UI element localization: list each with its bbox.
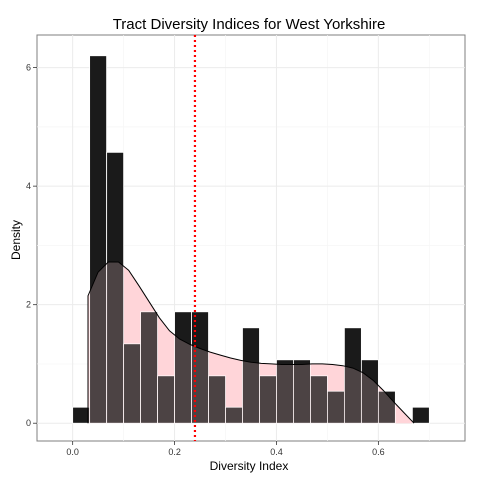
x-tick-label: 0.2 (168, 447, 181, 457)
density-line (87, 261, 415, 424)
histogram-bar (140, 311, 158, 424)
x-tick-label: 0.0 (66, 447, 79, 457)
chart-title: Tract Diversity Indices for West Yorkshi… (113, 16, 386, 33)
x-tick-label: 0.6 (372, 447, 385, 457)
y-axis-ticks: 0 2 4 6 (26, 63, 37, 428)
histogram-bars (72, 55, 430, 424)
histogram-bar (208, 375, 226, 424)
histogram-bar (411, 406, 430, 424)
histogram-bar (72, 406, 91, 424)
y-tick-label: 0 (26, 418, 31, 428)
x-tick-label: 0.4 (270, 447, 283, 457)
y-tick-label: 6 (26, 63, 31, 73)
x-axis-label: Diversity Index (210, 459, 289, 473)
histogram-bar (106, 151, 125, 424)
y-tick-label: 4 (26, 181, 31, 191)
y-tick-label: 2 (26, 300, 31, 310)
density-area-overlay (88, 262, 414, 424)
y-axis-label: Density (9, 220, 23, 260)
x-axis-ticks: 0.0 0.2 0.4 0.6 (66, 441, 385, 457)
density-curve (87, 261, 415, 424)
